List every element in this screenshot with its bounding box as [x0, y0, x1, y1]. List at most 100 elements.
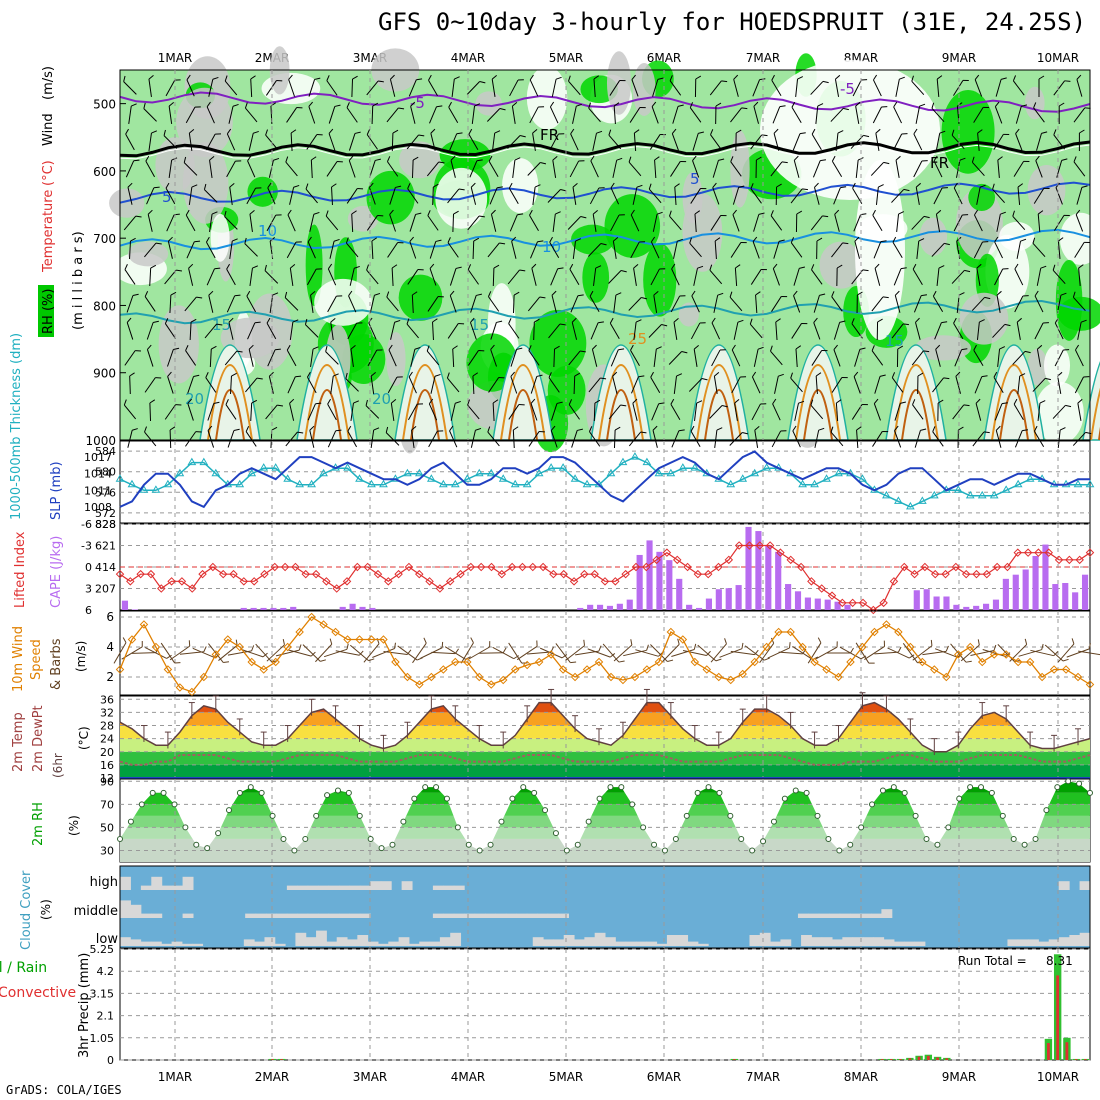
thickness-marker — [211, 468, 221, 477]
rh-unit-label: (%) — [67, 815, 81, 836]
wind-barb-flag — [943, 377, 950, 380]
wind-barb — [933, 187, 948, 205]
cloud-bar-low — [553, 939, 565, 946]
wind-barb — [204, 323, 223, 339]
thickness-marker — [295, 479, 305, 488]
wind-barb-flag — [875, 128, 881, 134]
wind-barb — [144, 426, 157, 447]
surface-wind-flag — [993, 644, 997, 651]
wind-barb-flag — [921, 294, 928, 297]
wind-barb — [1036, 344, 1043, 367]
wind-barb-flag — [716, 427, 723, 431]
surface-wind-staff — [169, 645, 190, 661]
surface-wind-flag — [715, 658, 722, 662]
wind-barb-flag — [951, 129, 955, 136]
wind-barb-staff — [591, 349, 598, 367]
rh-marker — [781, 795, 788, 802]
wind-speed-marker — [906, 642, 915, 652]
li-marker — [776, 548, 785, 557]
wind-barb-flag — [266, 317, 271, 324]
li-marker — [869, 605, 878, 615]
wind-barb-flag — [693, 344, 699, 350]
wind-barb — [467, 350, 485, 366]
wind-barb-flag — [426, 345, 430, 352]
thickness-marker — [319, 468, 328, 477]
wind-barb — [265, 129, 278, 150]
temperature-axis-label: Temperature — [41, 190, 56, 273]
wind-barb — [592, 209, 598, 232]
wind-barb-staff — [472, 375, 475, 395]
wind-barb-flag — [290, 264, 296, 269]
wind-barb-flag — [770, 210, 774, 216]
wind-barb-flag — [760, 403, 767, 405]
wind-barb-staff — [530, 241, 538, 259]
wind-barb-flag — [577, 428, 583, 431]
wind-barb-staff — [892, 242, 903, 258]
wind-barb-flag — [1032, 237, 1036, 244]
thickness-marker — [450, 479, 460, 488]
wind-barb-staff — [487, 431, 500, 447]
wind-barb-flag — [315, 402, 322, 405]
wind-barb — [770, 161, 788, 177]
wind-barb-flag — [709, 264, 713, 271]
wind-barb — [894, 290, 901, 313]
wind-barb — [853, 213, 867, 232]
wind-speed-marker — [498, 675, 508, 685]
wind-barb — [369, 292, 381, 313]
wind-barb-flag — [841, 376, 848, 379]
wind-barb-staff — [1016, 241, 1022, 259]
wind-barb-flag — [293, 184, 300, 188]
wind-barb-staff — [368, 322, 377, 340]
wind-barb-staff — [469, 322, 477, 340]
cloud-bar-low — [1038, 941, 1050, 946]
surface-wind-flag — [850, 647, 854, 654]
wind-barb — [307, 402, 322, 421]
thickness-marker — [666, 468, 676, 477]
surface-wind-staff — [623, 649, 647, 657]
cloud-bar-low — [1079, 932, 1091, 946]
wind-barb-flag — [352, 75, 358, 80]
surface-wind-staff — [539, 647, 563, 659]
wind-barb-staff — [589, 187, 600, 205]
wind-barb — [730, 107, 748, 123]
wind-speed-marker — [1025, 657, 1035, 667]
isotherm-25 — [893, 364, 939, 441]
li-marker — [487, 562, 496, 572]
precip-convective-bar — [908, 1058, 912, 1060]
wind-barb — [447, 237, 459, 258]
wind-barb — [492, 264, 500, 287]
li-marker — [497, 569, 507, 579]
wind-barb-staff — [673, 241, 678, 259]
wind-barb — [931, 102, 945, 123]
wind-barb-flag — [961, 348, 968, 351]
wind-barb-staff — [935, 133, 941, 151]
wind-barb-flag — [388, 344, 393, 351]
wind-barb — [488, 377, 505, 393]
wind-barb-flag — [883, 161, 890, 165]
wind-speed-marker — [738, 669, 747, 679]
wind-barb-staff — [123, 404, 137, 420]
wind-barb — [977, 129, 983, 152]
date-label-bottom: 2MAR — [255, 1070, 290, 1084]
wind-barb — [974, 375, 988, 394]
thickness-marker — [606, 468, 616, 477]
wind-barb-flag — [957, 102, 963, 107]
wind-barb-flag — [519, 135, 526, 138]
wind-barb-staff — [264, 270, 279, 284]
wind-barb — [815, 103, 824, 125]
wind-barb-staff — [366, 80, 379, 96]
wind-barb — [246, 187, 262, 205]
wind-barb-staff — [916, 240, 920, 260]
wind-barb-staff — [167, 241, 173, 259]
thickness-marker — [834, 468, 843, 477]
wind-barb-staff — [873, 241, 882, 259]
cloud-bar-low — [697, 943, 709, 946]
wind-barb-flag — [609, 317, 614, 324]
wind-barb-flag — [891, 372, 896, 378]
wind-speed-marker — [510, 665, 520, 674]
wind-barb-flag — [935, 344, 941, 350]
wind-barb — [669, 210, 682, 231]
wind-barb — [649, 133, 666, 150]
wind-barb — [145, 155, 156, 178]
wind-speed-marker — [1013, 657, 1023, 667]
